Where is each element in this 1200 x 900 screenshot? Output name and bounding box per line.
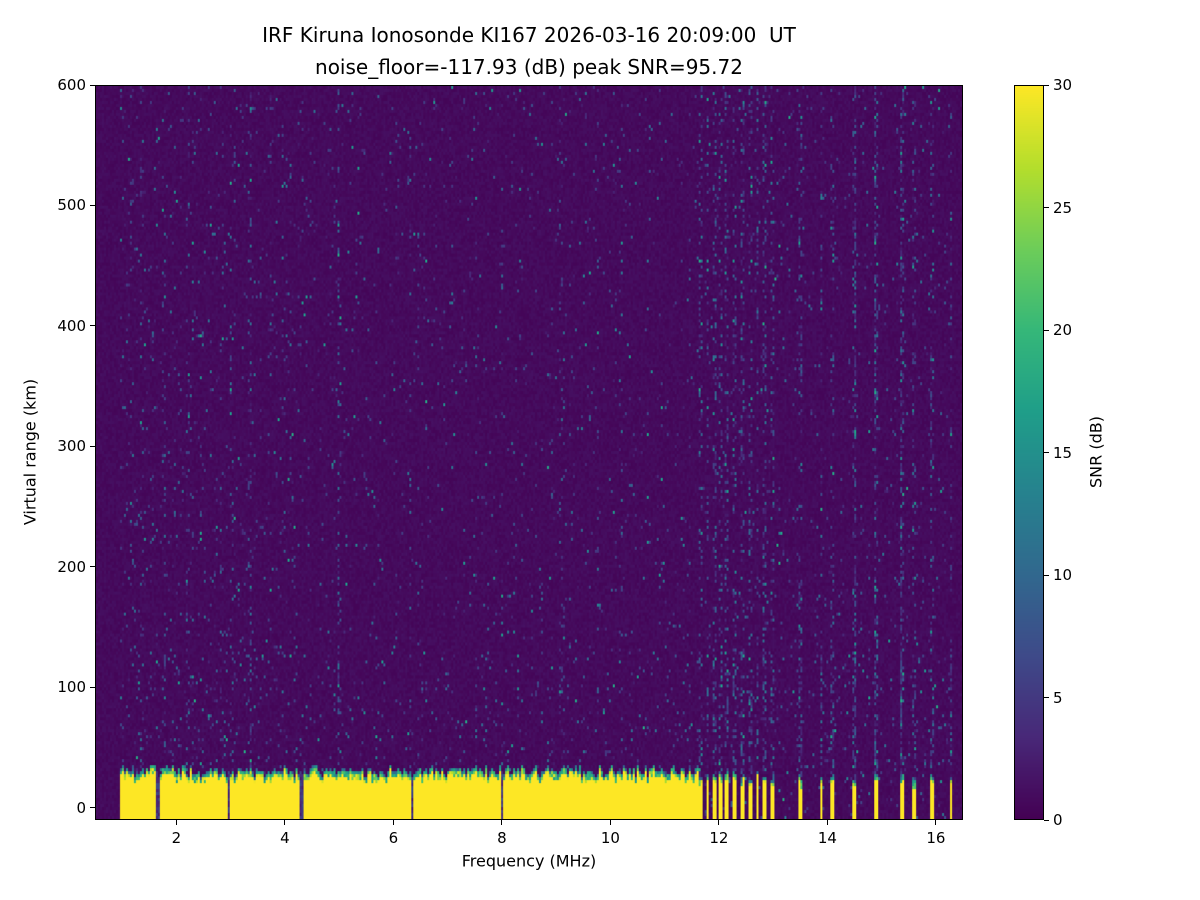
y-tick-mark	[90, 686, 95, 688]
x-tick-mark	[935, 820, 937, 825]
y-axis-label: Virtual range (km)	[20, 378, 40, 526]
chart-subtitle: noise_floor=-117.93 (dB) peak SNR=95.72	[315, 55, 743, 79]
x-tick-label: 12	[709, 829, 729, 847]
chart-title: IRF Kiruna Ionosonde KI167 2026-03-16 20…	[262, 23, 796, 47]
y-tick-label: 500	[57, 196, 86, 215]
colorbar-tick-label: 10	[1053, 566, 1073, 584]
y-tick-mark	[90, 325, 95, 327]
colorbar-tick-label: 20	[1053, 321, 1073, 339]
y-tick-mark	[90, 445, 95, 447]
y-tick-mark	[90, 566, 95, 568]
colorbar-tick-mark	[1044, 84, 1049, 86]
colorbar-label: SNR (dB)	[1086, 416, 1106, 488]
colorbar-tick-mark	[1044, 329, 1049, 331]
y-tick-label: 100	[57, 678, 86, 697]
heatmap-plot-area	[95, 85, 963, 820]
colorbar-tick-mark	[1044, 574, 1049, 576]
colorbar-tick-mark	[1044, 207, 1049, 208]
y-tick-label: 0	[76, 798, 86, 817]
x-tick-mark	[826, 820, 828, 825]
x-tick-mark	[392, 820, 394, 825]
x-tick-label: 14	[817, 829, 837, 847]
colorbar-tick-label: 5	[1053, 688, 1063, 707]
y-tick-label: 300	[57, 437, 86, 456]
colorbar-tick-mark	[1044, 697, 1049, 698]
colorbar-tick-label: 30	[1053, 76, 1073, 94]
colorbar-tick-label: 15	[1053, 443, 1073, 462]
x-tick-label: 8	[497, 829, 507, 847]
x-tick-mark	[175, 820, 177, 825]
x-tick-label: 10	[600, 829, 620, 847]
y-tick-mark	[90, 84, 95, 86]
colorbar-tick-mark	[1044, 819, 1049, 821]
x-tick-mark	[284, 820, 286, 825]
y-tick-label: 600	[57, 76, 86, 94]
y-tick-label: 400	[57, 316, 86, 335]
x-tick-label: 16	[926, 829, 946, 847]
y-tick-label: 200	[57, 557, 86, 576]
x-tick-mark	[609, 820, 611, 825]
colorbar-tick-label: 0	[1053, 811, 1063, 829]
x-tick-label: 2	[171, 829, 182, 847]
colorbar-gradient-canvas	[1015, 86, 1043, 819]
colorbar-tick-label: 25	[1053, 198, 1073, 217]
colorbar	[1014, 85, 1044, 820]
y-tick-mark	[90, 807, 95, 809]
y-tick-mark	[90, 204, 95, 206]
x-tick-label: 4	[280, 829, 290, 847]
colorbar-tick-mark	[1044, 452, 1049, 453]
x-tick-label: 6	[388, 829, 399, 847]
ionogram-heatmap-canvas	[96, 86, 962, 819]
x-axis-label: Frequency (MHz)	[461, 851, 597, 871]
x-tick-mark	[501, 820, 503, 825]
x-tick-mark	[718, 820, 720, 825]
